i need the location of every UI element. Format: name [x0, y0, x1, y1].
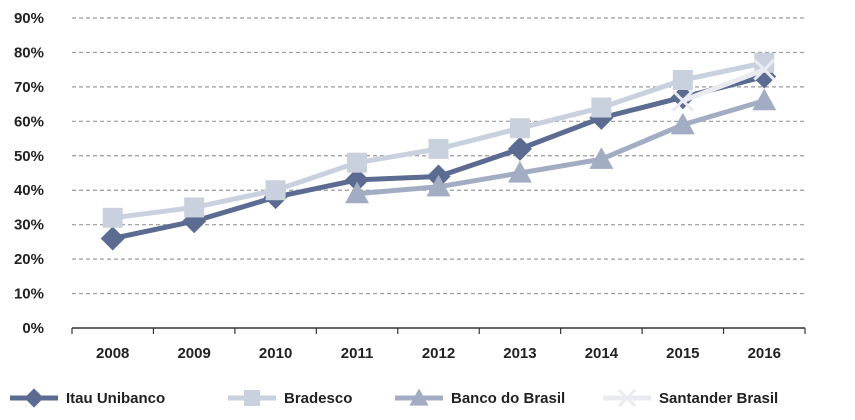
y-axis-ticks: 0% 10% 20% 30% 40% 50% 60% 70% 80% 90%: [14, 10, 44, 337]
series-bradesco: [102, 52, 775, 228]
data-point: [509, 118, 530, 139]
y-tick-label: 50%: [14, 148, 44, 165]
data-point: [591, 97, 612, 118]
legend-label: Bradesco: [284, 390, 352, 407]
legend-item: Santander Brasil: [603, 388, 778, 408]
data-point: [345, 181, 370, 204]
y-tick-label: 0%: [22, 320, 44, 337]
series-line: [681, 67, 766, 104]
y-tick-label: 90%: [14, 10, 44, 27]
x-tick-label: 2012: [422, 345, 455, 362]
data-point: [345, 167, 370, 192]
series-banco-do-brasil: [345, 88, 777, 204]
data-point: [617, 388, 637, 408]
data-point: [507, 136, 532, 161]
x-tick-label: 2013: [503, 345, 536, 362]
data-point: [753, 58, 776, 81]
x-tick-label: 2016: [748, 345, 781, 362]
data-point: [347, 152, 368, 173]
data-point: [670, 85, 695, 110]
data-point: [102, 207, 123, 228]
data-point: [672, 70, 693, 90]
y-tick-label: 40%: [14, 182, 44, 199]
legend-item: Bradesco: [228, 390, 352, 407]
x-tick-label: 2015: [666, 345, 699, 362]
data-point: [100, 226, 125, 251]
x-tick-label: 2009: [177, 345, 210, 362]
legend: Itau Unibanco Bradesco Banco do Brasil Sant…: [10, 388, 778, 408]
y-tick-label: 10%: [14, 286, 44, 303]
y-tick-label: 60%: [14, 113, 44, 130]
x-tick-label: 2011: [341, 345, 374, 362]
x-tick-label: 2008: [96, 345, 129, 362]
legend-label: Santander Brasil: [659, 390, 778, 407]
data-point: [507, 161, 532, 183]
data-point: [589, 147, 614, 169]
data-point: [428, 138, 449, 159]
data-point: [265, 180, 286, 201]
legend-label: Banco do Brasil: [451, 390, 565, 407]
data-point: [671, 89, 694, 112]
data-point: [184, 197, 205, 218]
y-tick-label: 70%: [14, 79, 44, 96]
data-point: [24, 388, 44, 408]
series-santander-brasil: [671, 58, 776, 112]
data-point: [752, 88, 777, 111]
data-point: [754, 52, 775, 73]
data-point: [670, 112, 695, 135]
series-line: [356, 98, 765, 197]
legend-label: Itau Unibanco: [66, 390, 165, 407]
series-group: [100, 52, 777, 251]
legend-item: Itau Unibanco: [10, 388, 165, 408]
data-point: [244, 390, 260, 406]
y-tick-label: 30%: [14, 217, 44, 234]
x-tick-label: 2014: [585, 345, 619, 362]
y-tick-label: 80%: [14, 44, 44, 61]
x-tick-label: 2010: [259, 345, 292, 362]
data-point: [409, 388, 429, 406]
legend-item: Banco do Brasil: [395, 388, 565, 407]
data-point: [426, 174, 451, 197]
x-axis: 2008 2009 2010 2011 2012 2013 2014 2015 2016: [71, 327, 806, 362]
y-tick-label: 20%: [14, 251, 44, 268]
